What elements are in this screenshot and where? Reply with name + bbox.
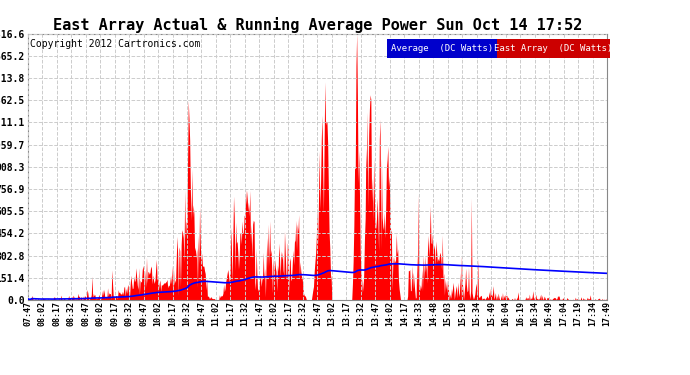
- FancyBboxPatch shape: [497, 39, 610, 58]
- FancyBboxPatch shape: [387, 39, 497, 58]
- Text: Copyright 2012 Cartronics.com: Copyright 2012 Cartronics.com: [30, 39, 201, 49]
- Text: East Array  (DC Watts): East Array (DC Watts): [495, 44, 613, 53]
- Text: Average  (DC Watts): Average (DC Watts): [391, 44, 493, 53]
- Title: East Array Actual & Running Average Power Sun Oct 14 17:52: East Array Actual & Running Average Powe…: [52, 16, 582, 33]
